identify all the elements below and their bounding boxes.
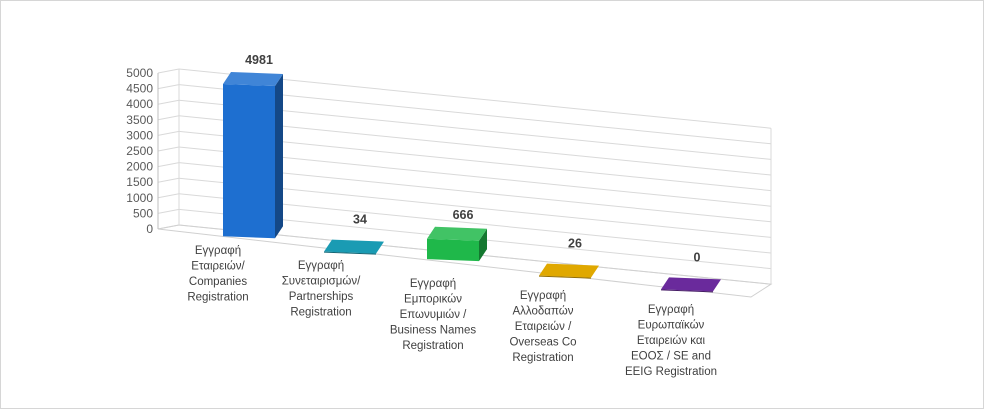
- bar-top: [427, 226, 487, 241]
- category-label: Εγγραφή Συνεταιρισμών/Partnerships Registr…: [282, 260, 361, 319]
- gridline-left-wall: [157, 84, 180, 90]
- category-label-line: Business Names: [390, 325, 477, 337]
- data-labels: 4981 34 666 26 0: [245, 53, 700, 264]
- category-label: Εγγραφή Εμπορικών Επωνυμιών / Business Name…: [390, 278, 477, 352]
- category-label-line: ΕΟΟΣ / SE and: [631, 351, 711, 363]
- y-tick-label: 3000: [126, 128, 153, 142]
- y-tick-label: 1000: [126, 191, 153, 205]
- bar-front: [661, 289, 713, 293]
- bar-2: [324, 239, 384, 255]
- y-tick-label: 4500: [126, 82, 153, 96]
- bar-front: [539, 275, 591, 279]
- bars: [223, 71, 721, 293]
- bar-5: [661, 277, 721, 293]
- category-label-line: Εμπορικών: [404, 294, 462, 306]
- category-label-line: Companies: [189, 276, 247, 288]
- bar-1: [223, 71, 283, 239]
- gridline-left-wall: [157, 130, 180, 136]
- category-label-line: Εταιρειών/: [191, 261, 245, 273]
- y-tick-label: 0: [146, 222, 153, 236]
- bar-side: [479, 228, 487, 262]
- gridline-left-wall: [157, 146, 180, 152]
- category-label-line: Registration: [290, 307, 351, 319]
- gridline-left-wall: [157, 68, 180, 74]
- y-tick-label: 5000: [126, 66, 153, 80]
- category-label-line: Registration: [402, 340, 463, 352]
- bar-top: [661, 277, 721, 292]
- y-tick-label: 4000: [126, 97, 153, 111]
- bar-front: [223, 83, 275, 239]
- category-label-line: Επωνυμιών /: [400, 309, 468, 321]
- category-label-line: Εταιρειών και: [637, 335, 706, 347]
- gridline-left-wall: [157, 99, 180, 105]
- gridline-left-wall: [157, 208, 180, 214]
- category-label-line: Εγγραφή: [648, 304, 694, 316]
- y-tick-label: 3500: [126, 113, 153, 127]
- category-label-line: Εγγραφή: [520, 290, 566, 302]
- category-label: Εγγραφή Εταιρειών/Companies Registration: [187, 245, 248, 304]
- data-label: 666: [453, 208, 474, 222]
- gridline-left-wall: [157, 177, 180, 183]
- bar-side: [275, 73, 283, 239]
- gridline-left-wall: [157, 162, 180, 168]
- bar-3: [427, 226, 487, 262]
- gridline-left-wall: [157, 193, 180, 199]
- category-label-line: Registration: [187, 292, 248, 304]
- bar-top: [223, 71, 283, 86]
- category-label-line: Αλλοδαπών: [513, 306, 574, 318]
- category-label-line: Ευρωπαϊκών: [638, 320, 705, 332]
- y-tick-label: 500: [133, 206, 153, 220]
- y-tick-label: 1500: [126, 175, 153, 189]
- category-label-line: Εγγραφή: [298, 260, 344, 272]
- y-tick-label: 2000: [126, 160, 153, 174]
- category-label-line: Overseas Co: [509, 337, 576, 349]
- bar-front: [427, 238, 479, 262]
- category-label-line: Partnerships: [289, 291, 354, 303]
- category-label-line: Συνεταιρισμών/: [282, 276, 361, 288]
- category-label-line: Εγγραφή: [410, 278, 456, 290]
- bar-top: [324, 239, 384, 254]
- category-label: Εγγραφή Αλλοδαπών Εταιρειών / Overseas Co Re…: [509, 290, 576, 364]
- bar-front: [324, 251, 376, 255]
- category-label-line: EEIG Registration: [625, 366, 717, 378]
- category-label-line: Εταιρειών /: [515, 321, 572, 333]
- category-label-line: Registration: [512, 352, 573, 364]
- data-label: 0: [694, 250, 701, 264]
- bar-top: [539, 263, 599, 278]
- data-label: 4981: [245, 53, 273, 67]
- category-labels: Εγγραφή Εταιρειών/Companies RegistrationΕγ…: [187, 245, 717, 378]
- bar-4: [539, 263, 599, 279]
- data-label: 26: [568, 237, 582, 251]
- y-tick-label: 2500: [126, 144, 153, 158]
- data-label: 34: [353, 213, 367, 227]
- category-label-line: Εγγραφή: [195, 245, 241, 257]
- category-label: Εγγραφή Ευρωπαϊκών Εταιρειών και ΕΟΟΣ / SE …: [625, 304, 717, 378]
- gridline-left-wall: [157, 115, 180, 121]
